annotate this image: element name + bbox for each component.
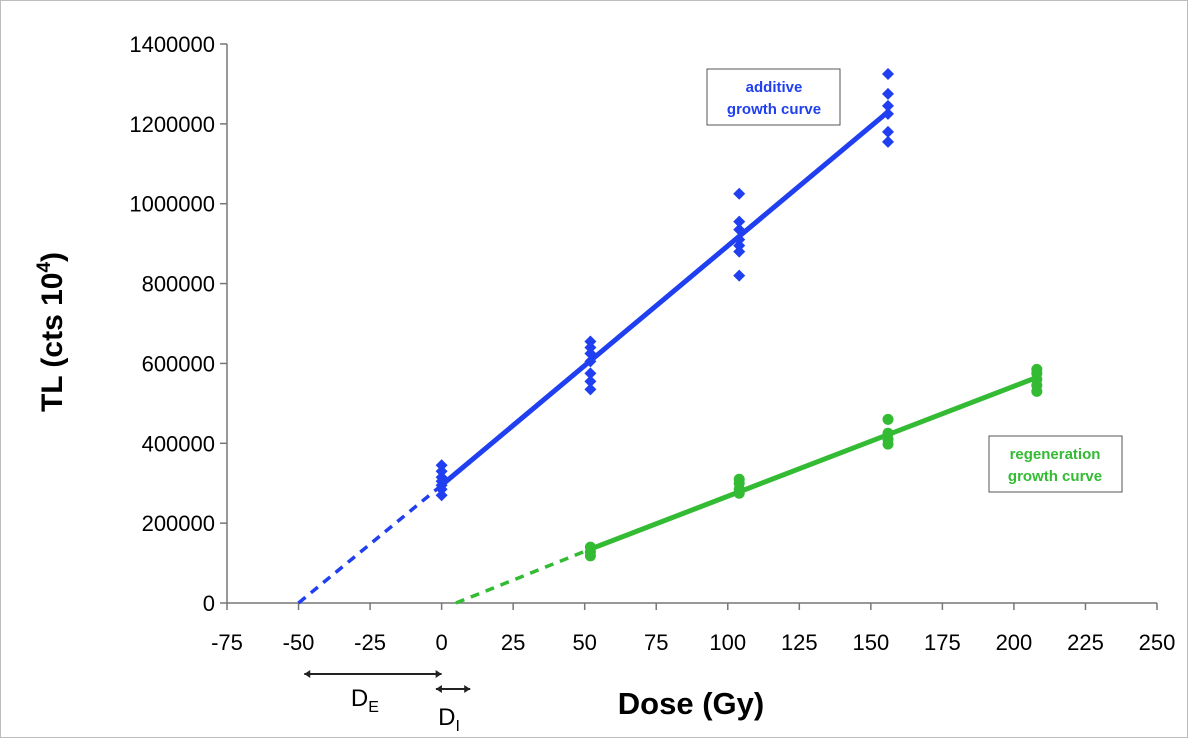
regeneration-point [584,541,596,553]
x-tick-label: 175 [924,630,961,655]
additive-point [882,125,895,138]
regeneration-point [733,473,745,485]
additive-point [733,215,746,228]
additive-fit-extrapolation [297,483,443,605]
y-axis-title-main: TL (cts 10 [36,273,69,413]
di-label: DI [438,704,460,735]
additive-point [882,135,895,148]
regeneration-point [882,413,894,425]
legend-additive-line2: growth curve [727,101,821,118]
y-tick-label: 600000 [142,351,215,376]
legend-regeneration-box [988,435,1123,493]
y-tick-label: 1000000 [129,192,215,217]
y-tick-label: 200000 [142,511,215,536]
x-tick-label: -25 [354,630,386,655]
additive-point [733,233,746,246]
x-tick-label: 25 [501,630,525,655]
legend-regeneration-line2: growth curve [1008,468,1102,485]
y-tick-label: 0 [203,591,215,616]
additive-point [584,375,597,388]
legend-regeneration: regeneration growth curve [988,435,1123,493]
x-tick-label: 75 [644,630,668,655]
di-label-sub: I [456,718,460,735]
de-range-cap-left [304,670,311,678]
x-tick-label: 250 [1139,630,1176,655]
di-range-cap-left [435,685,442,693]
additive-point [882,107,895,120]
de-label-sub: E [368,699,379,716]
x-tick-label: 125 [781,630,818,655]
x-axis-title: Dose (Gy) [618,686,764,721]
regeneration-fit-line [589,375,1038,552]
additive-point [882,99,895,112]
x-tick-label: 0 [435,630,447,655]
data-points [435,67,1043,562]
axes: 0 200000 400000 600000 800000 1000000 1200000 1… [129,32,1175,655]
additive-point [882,67,895,80]
di-range-cap-right [464,685,471,693]
y-tick-label: 800000 [142,272,215,297]
legend-additive-line1: additive [746,79,803,96]
regeneration-point [882,427,894,439]
x-tick-label: -75 [211,630,243,655]
additive-point [584,367,597,380]
legend-regeneration-line1: regeneration [1010,446,1101,463]
additive-point [584,335,597,348]
x-tick-label: -50 [283,630,315,655]
legend-additive-box [706,68,841,126]
additive-point [584,355,597,368]
legend-additive: additive growth curve [706,68,841,126]
regeneration-point [1031,363,1043,375]
additive-point [733,187,746,200]
de-label: DE [351,685,379,716]
additive-fit-line [440,109,890,488]
de-range-cap-right [435,670,442,678]
y-tick-label: 400000 [142,431,215,456]
y-tick-label: 1200000 [129,112,215,137]
di-label-main: D [438,704,455,731]
y-tick-label: 1400000 [129,32,215,57]
y-axis-title: TL (cts 104) [34,252,69,412]
x-tick-label: 50 [572,630,596,655]
additive-point [435,459,448,472]
x-tick-label: 225 [1067,630,1104,655]
dose-annotations: DE DI [304,670,471,735]
regeneration-fit-extrapolation [455,547,592,605]
additive-point [882,87,895,100]
x-tick-label: 150 [852,630,889,655]
x-tick-label: 200 [996,630,1033,655]
y-axis-title-sup: 4 [34,262,55,273]
additive-point [584,383,597,396]
x-tick-label: 100 [709,630,746,655]
de-label-main: D [351,685,368,712]
additive-point [733,269,746,282]
additive-point [733,223,746,236]
fit-lines [297,109,1038,605]
y-axis-title-close: ) [36,252,69,262]
